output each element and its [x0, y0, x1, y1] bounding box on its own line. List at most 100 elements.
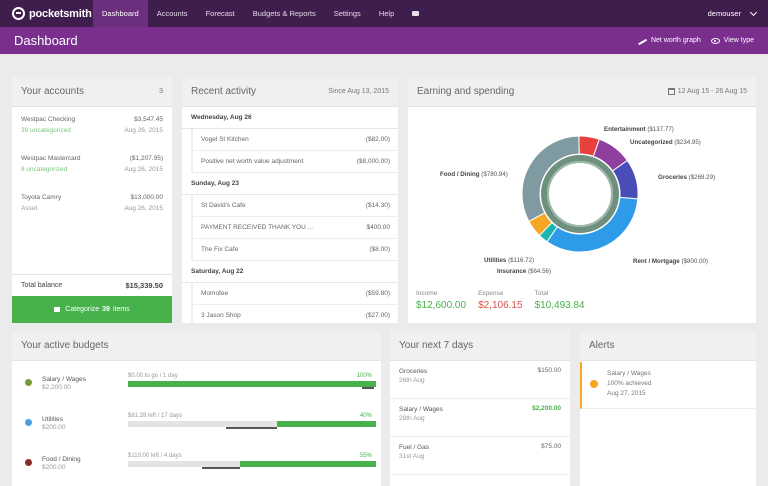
user-menu[interactable]: demouser: [708, 0, 758, 27]
budget-amount: $200.00: [42, 464, 66, 471]
account-date: Aug 26, 2015: [124, 205, 163, 212]
activity-row[interactable]: 3 Jason Shop ($27.00): [191, 305, 398, 323]
nav-accounts[interactable]: Accounts: [156, 9, 188, 18]
categorize-button[interactable]: Categorize 39 items: [12, 296, 172, 323]
budgets-panel: Your active budgets Salary / Wages $2,200…: [12, 331, 381, 486]
event-name: Fuel / Gas: [399, 444, 429, 451]
alert-status: 100% achieved: [607, 380, 652, 387]
budget-meta: $110.00 left / 4 days: [128, 453, 182, 459]
earning-spending-title: Earning and spending: [417, 86, 515, 97]
pocketsmith-logo-icon: [12, 7, 25, 20]
logo-text: pocketsmith: [29, 7, 92, 20]
total-label: Total: [534, 290, 549, 297]
list-item[interactable]: Fuel / Gas 31st Aug $75.00: [390, 437, 570, 475]
budget-row[interactable]: Salary / Wages $2,200.00 $0.00 to go / 1 d…: [12, 367, 381, 407]
nav-settings[interactable]: Settings: [333, 9, 361, 18]
account-item[interactable]: Westpac Mastercard 8 uncategorized ($1,20…: [12, 153, 172, 175]
net-worth-graph-button[interactable]: Net worth graph: [638, 37, 701, 44]
categorize-items-label: items: [112, 306, 130, 313]
account-item[interactable]: Toyota Camry Asset $13,000.00 Aug 26, 2015: [12, 192, 172, 214]
activity-amount: $400.00: [366, 224, 391, 231]
activity-date: Sunday, Aug 23: [182, 173, 398, 195]
activity-label: PAYMENT RECEIVED THANK YOU ...: [201, 224, 314, 231]
activity-row[interactable]: Momofee ($59.80): [191, 283, 398, 305]
legend-uncategorized: Uncategorized ($234.95): [630, 139, 701, 146]
activity-amount: ($14.30): [365, 202, 390, 209]
budget-name: Food / Dining: [42, 456, 81, 463]
budget-progress-fill: [240, 461, 376, 467]
budget-dot-icon: [25, 459, 32, 466]
logo[interactable]: pocketsmith: [0, 7, 93, 20]
budget-row[interactable]: Food / Dining $200.00 $110.00 left / 4 day…: [12, 447, 381, 486]
budget-amount: $200.00: [42, 424, 66, 431]
event-date: 28th Aug: [399, 415, 425, 422]
date-range[interactable]: 12 Aug 15 - 26 Aug 15: [667, 88, 747, 95]
legend-food-dining: Food / Dining ($780.94): [440, 171, 508, 178]
account-name: Westpac Checking: [21, 116, 76, 123]
view-type-label: View type: [723, 37, 754, 44]
list-item[interactable]: Salary / Wages 28th Aug $2,200.00: [390, 399, 570, 437]
categorize-count: 39: [102, 306, 110, 313]
nav-forecast[interactable]: Forecast: [205, 9, 235, 18]
account-item[interactable]: Westpac Checking 39 uncategorized $3,547.…: [12, 114, 172, 136]
legend-entertainment: Entertainment ($137.77): [604, 126, 674, 133]
activity-row[interactable]: PAYMENT RECEIVED THANK YOU ... $400.00: [191, 217, 398, 239]
nav-budgets-reports[interactable]: Budgets & Reports: [252, 9, 316, 18]
account-date: Aug 26, 2015: [124, 166, 163, 173]
alert-title: Salary / Wages: [607, 370, 651, 377]
account-sub[interactable]: 8 uncategorized: [21, 166, 68, 173]
activity-label: Momofee: [201, 290, 229, 297]
date-range-label: 12 Aug 15 - 26 Aug 15: [677, 88, 747, 95]
trend-icon: [638, 38, 647, 44]
budget-row[interactable]: Utilities $200.00 $81.28 left / 17 days 40%: [12, 407, 381, 447]
budget-progress-marker: [362, 387, 374, 389]
activity-label: Positive net worth value adjustment: [201, 158, 304, 165]
legend-insurance: Insurance ($64.56): [497, 268, 552, 275]
budget-dot-icon: [25, 379, 32, 386]
event-amount: $150.00: [537, 367, 562, 374]
activity-label: The Fix Cafe: [201, 246, 239, 253]
nav-help[interactable]: Help: [378, 9, 395, 18]
recent-activity-panel: Recent activity Since Aug 13, 2015 Wedne…: [182, 77, 398, 323]
donut-slice-food-dining[interactable]: [521, 135, 580, 223]
accounts-count: 3: [159, 88, 163, 95]
messages-icon[interactable]: [403, 0, 428, 27]
eye-icon: [710, 37, 720, 44]
budget-meta: $81.28 left / 17 days: [128, 413, 183, 419]
activity-row[interactable]: Vogel St Kitchen ($82.00): [191, 129, 398, 151]
view-type-button[interactable]: View type: [710, 37, 754, 44]
donut-inner-ring-2: [547, 161, 613, 227]
activity-row[interactable]: St David's Cafe ($14.30): [191, 195, 398, 217]
list-item[interactable]: Groceries 26th Aug $150.00: [390, 361, 570, 399]
budget-dot-icon: [25, 419, 32, 426]
flag-icon: [54, 307, 61, 312]
activity-amount: ($8,000.00): [356, 158, 390, 165]
budget-meta: $0.00 to go / 1 day: [128, 373, 178, 379]
budget-progress-track: [128, 381, 376, 389]
earning-summary: Income $12,600.00 Expense $2,106.15 Total $…: [416, 290, 585, 311]
page-title: Dashboard: [14, 33, 78, 48]
account-amount: $13,000.00: [130, 194, 163, 201]
alert-item[interactable]: Salary / Wages 100% achieved Aug 27, 201…: [580, 362, 756, 409]
budget-amount: $2,200.00: [42, 384, 71, 391]
event-name: Groceries: [399, 368, 428, 375]
activity-row[interactable]: Positive net worth value adjustment ($8,0…: [191, 151, 398, 173]
account-amount: $3,547.45: [134, 116, 163, 123]
income-value: $12,600.00: [416, 300, 467, 311]
calendar-icon: [667, 88, 675, 95]
nav-dashboard[interactable]: Dashboard: [93, 0, 148, 27]
next-7-days-panel: Your next 7 days Groceries 26th Aug $150.…: [390, 331, 570, 486]
budget-progress-track: [128, 461, 376, 469]
total-value: $10,493.84: [534, 300, 585, 311]
event-amount: $75.00: [541, 443, 561, 450]
page-header: Dashboard Net worth graph View type: [0, 27, 768, 54]
legend-rent-mortgage: Rent / Mortgage ($800.00): [633, 258, 708, 265]
activity-row[interactable]: The Fix Cafe ($8.00): [191, 239, 398, 261]
earning-spending-donut-chart[interactable]: [408, 108, 756, 288]
budget-progress-fill: [128, 381, 376, 387]
alerts-title: Alerts: [589, 340, 615, 351]
accounts-title: Your accounts: [21, 86, 85, 97]
expense-label: Expense: [478, 290, 504, 297]
account-sub[interactable]: 39 uncategorized: [21, 127, 71, 134]
activity-label: 3 Jason Shop: [201, 312, 241, 319]
